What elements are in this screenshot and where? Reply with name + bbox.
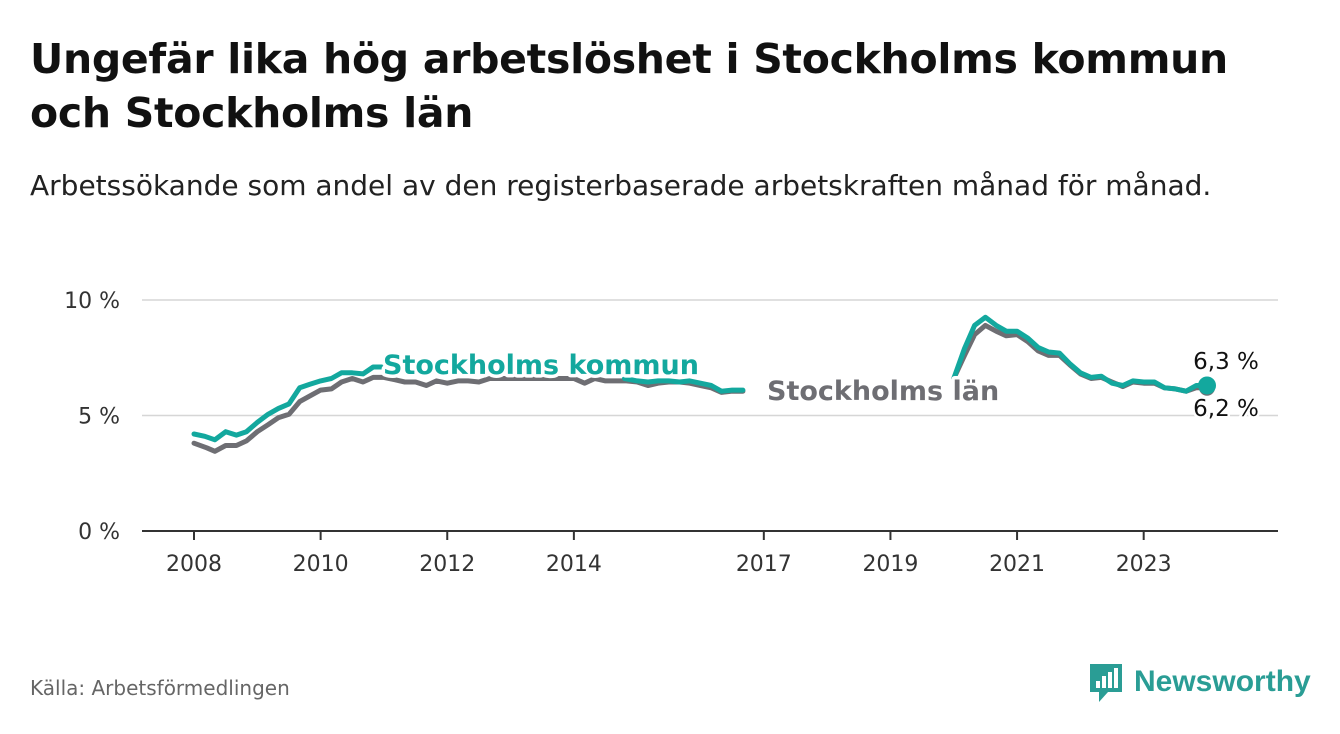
x-tick-label: 2014 bbox=[546, 552, 602, 577]
series-label-stockholms-lan: Stockholms län bbox=[767, 376, 999, 407]
newsworthy-logo-icon bbox=[1090, 664, 1122, 702]
y-tick-label: 10 % bbox=[64, 289, 120, 314]
x-tick-label: 2008 bbox=[166, 552, 222, 577]
chart-subtitle: Arbetssökande som andel av den registerb… bbox=[30, 169, 1212, 202]
y-tick-label: 5 % bbox=[78, 405, 120, 430]
end-value-label-stockholms-kommun: 6,3 % bbox=[1193, 349, 1259, 375]
chart-title: Ungefär lika hög arbetslöshet i Stockhol… bbox=[30, 35, 1228, 137]
series-layer bbox=[191, 314, 1217, 454]
y-tick-label: 0 % bbox=[78, 520, 120, 545]
series-line-stockholms-kommun bbox=[191, 314, 1210, 443]
series-label-stockholms-kommun: Stockholms kommun bbox=[383, 350, 699, 381]
x-tick-label: 2017 bbox=[736, 552, 792, 577]
grid-layer: 0 % 5 % 10 % 2008 2010 2012 2014 2017 2019 2021 20… bbox=[64, 289, 1278, 577]
source-note: Källa: Arbetsförmedlingen bbox=[30, 676, 290, 700]
x-tick-label: 2019 bbox=[862, 552, 918, 577]
x-tick-label: 2023 bbox=[1116, 552, 1172, 577]
brand-name: Newsworthy bbox=[1134, 665, 1311, 698]
x-tick-label: 2012 bbox=[419, 552, 475, 577]
x-tick-label: 2021 bbox=[989, 552, 1045, 577]
series-line-stockholms-lan bbox=[191, 322, 1210, 454]
end-value-label-stockholms-lan: 6,2 % bbox=[1193, 396, 1259, 422]
x-tick-label: 2010 bbox=[293, 552, 349, 577]
label-layer: Stockholms kommun Stockholms län 6,3 % 6,2 … bbox=[380, 347, 1262, 425]
brand-logo[interactable]: Newsworthy bbox=[1088, 660, 1311, 704]
end-marker-stockholms-kommun bbox=[1198, 376, 1217, 395]
